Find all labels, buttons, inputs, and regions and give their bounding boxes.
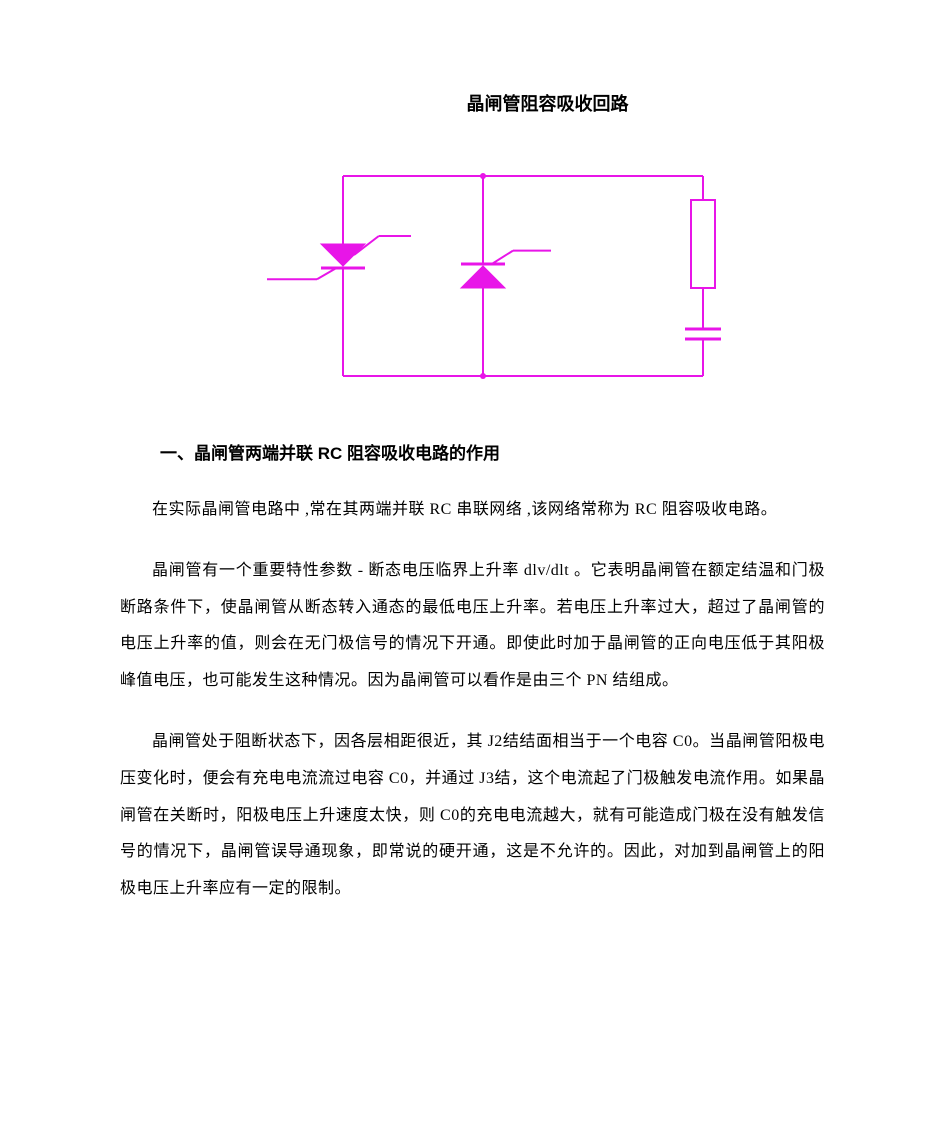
paragraph: 晶闸管有一个重要特性参数 - 断态电压临界上升率 dlv/dlt 。它表明晶闸管… bbox=[120, 553, 825, 700]
paragraph: 晶闸管处于阻断状态下，因各层相距很近，其 J2结结面相当于一个电容 C0。当晶闸… bbox=[120, 724, 825, 908]
circuit-svg bbox=[203, 156, 743, 396]
circuit-diagram bbox=[203, 156, 743, 401]
section-heading: 一、晶闸管两端并联 RC 阻容吸收电路的作用 bbox=[160, 439, 825, 464]
page-title: 晶闸管阻容吸收回路 bbox=[270, 90, 825, 116]
paragraph: 在实际晶闸管电路中 ,常在其两端并联 RC 串联网络 ,该网络常称为 RC 阻容… bbox=[120, 492, 825, 529]
